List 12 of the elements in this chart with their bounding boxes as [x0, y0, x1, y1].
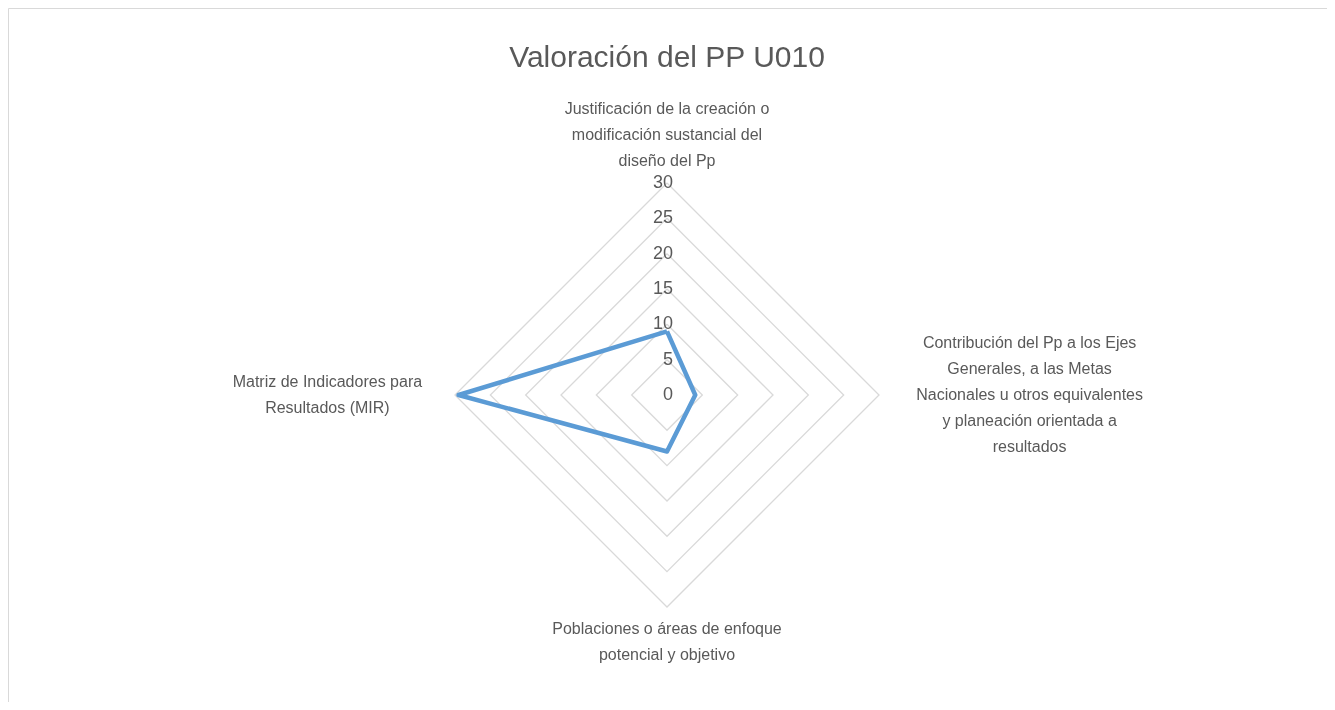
spoke-label: Poblaciones o áreas de enfoque potencial y objetivo	[552, 620, 782, 663]
y-tick-label: 5	[662, 348, 673, 369]
y-tick-label: 15	[652, 278, 673, 298]
y-tick-label: 10	[652, 313, 673, 334]
spoke-label: Justificación de la creación o modificación sustancial del diseño del Pp	[564, 100, 770, 169]
spoke-label: Matriz de Indicadores para Resultados (MIR)	[232, 373, 423, 416]
y-tick-label: 0	[662, 384, 673, 404]
y-tick-label: 25	[652, 207, 673, 228]
chart-title: Valoración del PP U010	[509, 40, 825, 73]
y-tick-label: 20	[652, 242, 673, 263]
spoke-label: Contribución del Pp a los Ejes Generales, a las Metas Nacionales u otros equivalentes y planeación orientada a resultados	[916, 334, 1144, 455]
y-tick-label: 30	[652, 172, 673, 192]
